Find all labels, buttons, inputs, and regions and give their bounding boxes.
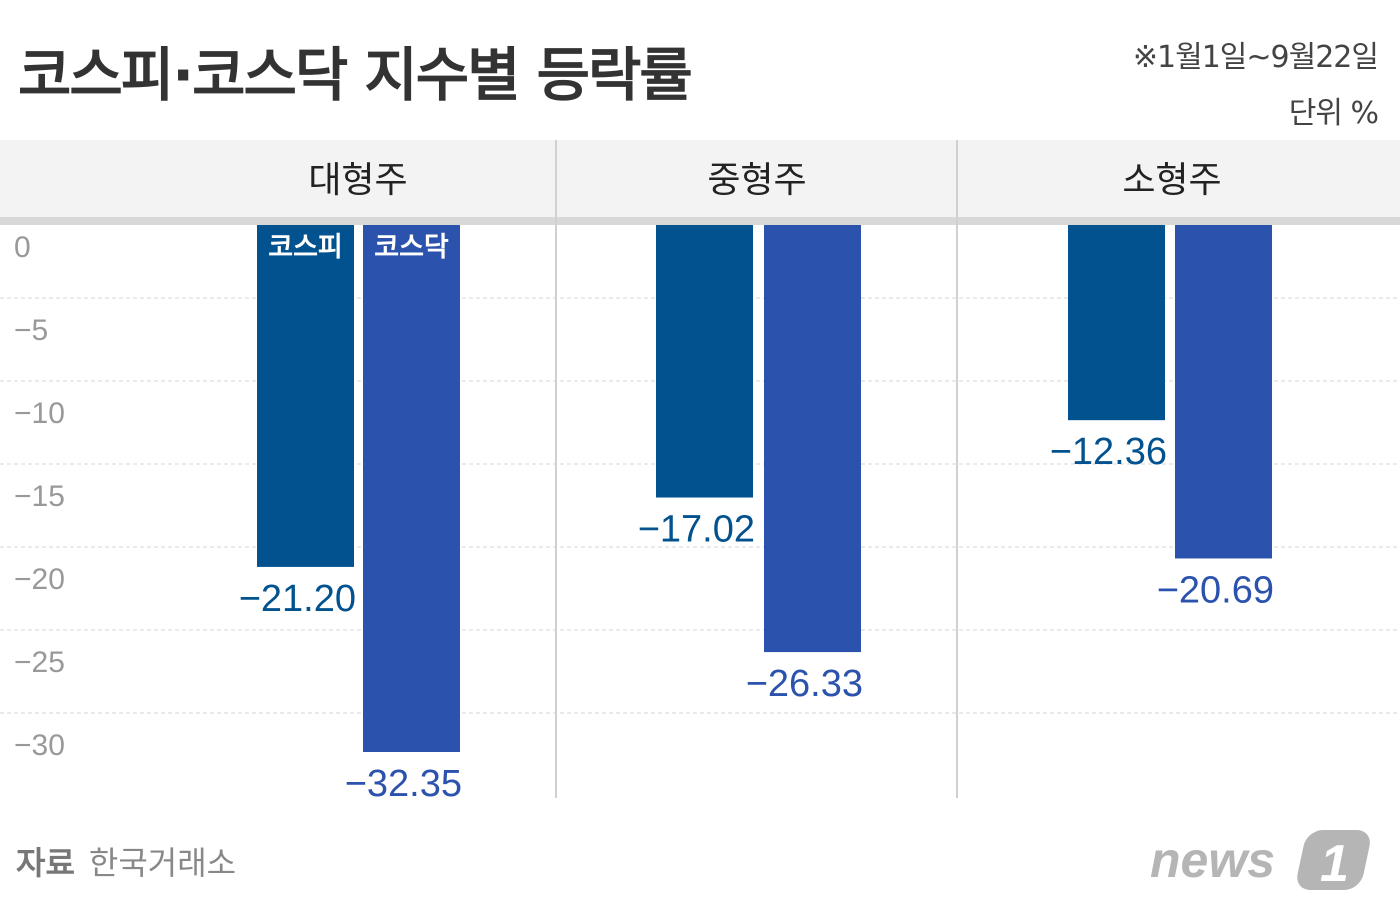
header-divider	[0, 217, 1400, 225]
bar-코스닥-중형주	[764, 225, 861, 653]
y-tick-label: −10	[14, 397, 65, 430]
bar-코스피-소형주	[1068, 225, 1165, 421]
unit-label: 단위 %	[1288, 96, 1379, 131]
y-tick-label: 0	[14, 231, 31, 264]
value-label: −21.20	[239, 578, 356, 620]
bar-코스피-중형주	[656, 225, 753, 498]
value-label: −32.35	[345, 763, 462, 805]
category-header	[0, 140, 1400, 218]
value-label: −20.69	[1157, 569, 1274, 611]
legend-label: 코스피	[268, 232, 343, 263]
y-tick-label: −30	[14, 729, 65, 762]
svg-text:news: news	[1150, 832, 1275, 888]
svg-text:1: 1	[1320, 835, 1349, 893]
y-tick-label: −5	[14, 314, 48, 347]
bar-코스피-대형주	[257, 225, 354, 567]
chart-note: ※1월1일~9월22일 단위 %	[1132, 30, 1379, 142]
source-name: 한국거래소	[88, 844, 237, 882]
news1-logo: news 1	[1150, 830, 1370, 893]
source-label: 자료	[16, 844, 75, 882]
bar-코스닥-대형주	[363, 225, 460, 753]
y-tick-label: −15	[14, 480, 65, 513]
value-label: −17.02	[638, 509, 755, 551]
y-tick-label: −25	[14, 646, 65, 679]
category-label: 소형주	[1122, 160, 1221, 201]
source: 자료 한국거래소	[16, 838, 236, 884]
value-label: −26.33	[746, 663, 863, 705]
value-label: −12.36	[1050, 431, 1167, 473]
bar-코스닥-소형주	[1175, 225, 1272, 559]
chart-title: 코스피·코스닥 지수별 등락률	[18, 41, 693, 109]
y-tick-label: −20	[14, 563, 65, 596]
category-label: 중형주	[707, 160, 806, 201]
category-label: 대형주	[308, 160, 407, 201]
legend-label: 코스닥	[374, 232, 449, 263]
period-label: ※1월1일~9월22일	[1132, 40, 1379, 75]
